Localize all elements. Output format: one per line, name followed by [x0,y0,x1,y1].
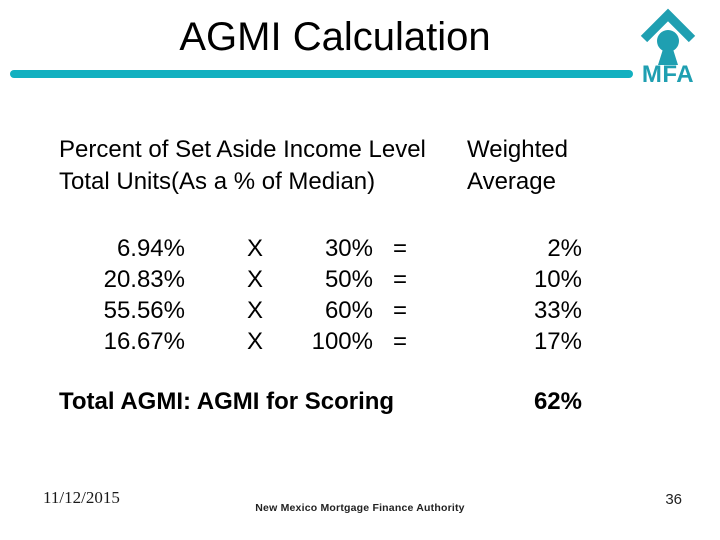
equals-sign: = [392,266,408,293]
mfa-logo-text: MFA [641,61,695,88]
weighted-average: 33% [533,297,582,324]
multiply-sign: X [246,297,264,324]
column-header-right: Weighted Average [467,134,568,198]
calc-row: 20.83% X 50% = 10% [0,264,720,295]
equals-sign: = [392,297,408,324]
set-aside-percent: 16.67% [103,328,185,355]
set-aside-percent: 20.83% [103,266,185,293]
slide-title: AGMI Calculation [179,15,491,59]
total-agmi-label: Total AGMI: AGMI for Scoring [59,388,395,415]
income-level: 50% [324,266,373,293]
column-header-right-line2: Average [467,168,556,195]
weighted-average: 2% [547,235,582,262]
calc-row: 6.94% X 30% = 2% [0,233,720,264]
set-aside-percent: 55.56% [103,297,185,324]
footer-date: 11/12/2015 [43,488,120,507]
footer-page-number: 36 [665,491,682,508]
weighted-average: 10% [533,266,582,293]
multiply-sign: X [246,235,264,262]
weighted-average: 17% [533,328,582,355]
calc-row: 55.56% X 60% = 33% [0,295,720,326]
column-header-left-line2: Total Units(As a % of Median) [59,168,376,195]
column-header-left: Percent of Set Aside Income Level Total … [59,134,426,198]
column-header-left-line1: Percent of Set Aside Income Level [59,136,426,163]
income-level: 60% [324,297,373,324]
calc-row: 16.67% X 100% = 17% [0,326,720,357]
income-level: 100% [311,328,373,355]
footer-organization: New Mexico Mortgage Finance Authority [255,502,465,514]
total-agmi-value: 62% [533,388,582,415]
equals-sign: = [392,235,408,262]
column-header-right-line1: Weighted [467,136,568,163]
multiply-sign: X [246,266,264,293]
income-level: 30% [324,235,373,262]
multiply-sign: X [246,328,264,355]
title-accent-rule [10,70,633,78]
set-aside-percent: 6.94% [116,235,185,262]
equals-sign: = [392,328,408,355]
mfa-house-keyhole-icon [640,8,696,65]
